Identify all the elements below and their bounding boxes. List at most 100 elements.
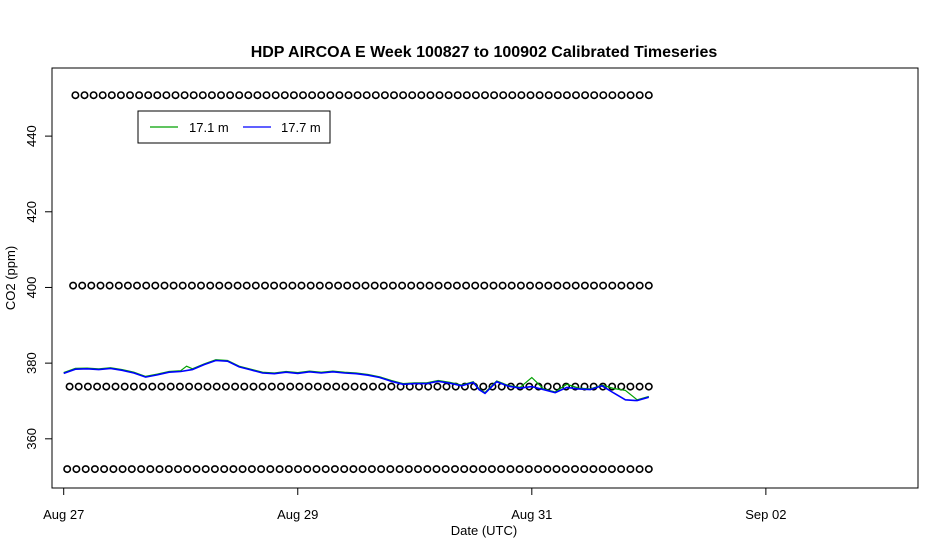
marker-row-1 (69, 281, 653, 290)
marker-point (644, 465, 653, 474)
x-axis: Aug 27 Aug 29 Aug 31 Sep 02 (43, 487, 786, 522)
marker-point (169, 281, 178, 290)
marker-point (164, 465, 173, 474)
marker-point (109, 465, 118, 474)
marker-point (335, 91, 344, 100)
marker-point (433, 382, 442, 391)
marker-point (257, 465, 266, 474)
marker-point (425, 281, 434, 290)
marker-point (308, 91, 317, 100)
marker-row-0 (71, 91, 653, 100)
marker-point (552, 465, 561, 474)
marker-point (284, 465, 293, 474)
x-tick-label: Aug 27 (43, 507, 84, 522)
marker-point (377, 465, 386, 474)
marker-point (96, 281, 105, 290)
marker-point (480, 281, 489, 290)
marker-point (608, 91, 617, 100)
marker-point (295, 382, 304, 391)
marker-point (562, 281, 571, 290)
marker-point (174, 465, 183, 474)
marker-point (244, 91, 253, 100)
marker-point (157, 382, 166, 391)
marker-point (371, 91, 380, 100)
marker-point (389, 91, 398, 100)
marker-point (441, 465, 450, 474)
marker-point (87, 281, 96, 290)
marker-point (65, 382, 74, 391)
marker-point (317, 91, 326, 100)
marker-point (231, 382, 240, 391)
marker-point (471, 91, 480, 100)
marker-point (580, 465, 589, 474)
marker-point (313, 382, 322, 391)
marker-point (71, 91, 80, 100)
marker-point (171, 91, 180, 100)
marker-point (322, 382, 331, 391)
marker-point (120, 382, 129, 391)
marker-point (198, 91, 207, 100)
marker-point (552, 382, 561, 391)
marker-point (253, 91, 262, 100)
marker-point (362, 91, 371, 100)
marker-row-3 (63, 465, 653, 474)
marker-point (444, 91, 453, 100)
marker-point (507, 281, 516, 290)
marker-point (98, 91, 107, 100)
marker-point (380, 91, 389, 100)
marker-point (404, 465, 413, 474)
marker-point (617, 91, 626, 100)
marker-point (144, 91, 153, 100)
marker-point (187, 281, 196, 290)
marker-point (462, 281, 471, 290)
marker-point (69, 281, 78, 290)
marker-point (288, 281, 297, 290)
marker-point (233, 281, 242, 290)
marker-point (321, 465, 330, 474)
marker-point (635, 382, 644, 391)
marker-point (352, 281, 361, 290)
marker-point (413, 465, 422, 474)
marker-point (580, 281, 589, 290)
marker-point (72, 465, 81, 474)
marker-point (235, 91, 244, 100)
marker-point (478, 465, 487, 474)
marker-point (126, 91, 135, 100)
marker-point (359, 382, 368, 391)
marker-point (417, 91, 426, 100)
marker-point (83, 382, 92, 391)
marker-point (617, 465, 626, 474)
marker-point (221, 382, 230, 391)
marker-point (155, 465, 164, 474)
marker-point (116, 91, 125, 100)
marker-point (217, 91, 226, 100)
marker-point (571, 91, 580, 100)
marker-point (330, 465, 339, 474)
marker-point (416, 281, 425, 290)
marker-point (353, 91, 362, 100)
marker-point (315, 281, 324, 290)
marker-point (160, 281, 169, 290)
marker-point (326, 91, 335, 100)
marker-point (267, 382, 276, 391)
marker-point (266, 465, 275, 474)
y-tick-label: 400 (24, 277, 39, 299)
marker-point (598, 465, 607, 474)
marker-point (340, 465, 349, 474)
marker-point (443, 281, 452, 290)
marker-point (635, 91, 644, 100)
marker-point (399, 91, 408, 100)
marker-point (178, 281, 187, 290)
marker-point (508, 91, 517, 100)
marker-point (462, 91, 471, 100)
marker-point (635, 465, 644, 474)
marker-point (289, 91, 298, 100)
marker-point (388, 281, 397, 290)
marker-point (488, 382, 497, 391)
marker-point (471, 281, 480, 290)
marker-point (589, 465, 598, 474)
marker-point (207, 91, 216, 100)
data-layer (63, 91, 653, 474)
marker-point (279, 281, 288, 290)
